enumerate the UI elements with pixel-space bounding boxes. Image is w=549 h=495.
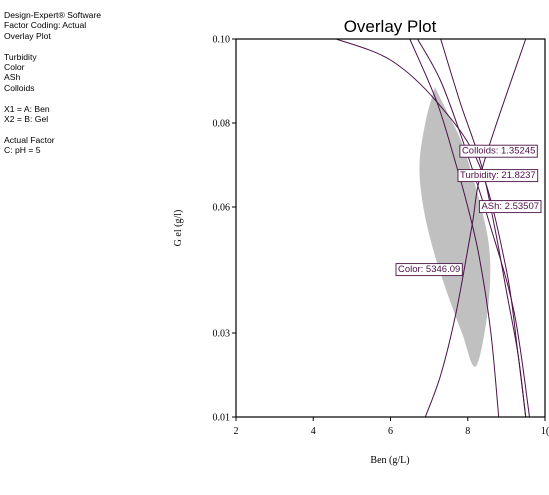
contour-label-colloids: Colloids: 1.35245 — [459, 144, 538, 158]
plot-frame — [235, 38, 546, 418]
y-tick-label: 0.01 — [213, 413, 231, 424]
software-name: Design-Expert® Software — [4, 10, 102, 20]
contour-label-turbidity: Turbidity: 21.8237 — [457, 169, 539, 183]
factor-x1: X1 = A: Ben — [4, 103, 50, 114]
contour-label-box — [457, 169, 539, 183]
chart-title: Overlay Plot — [344, 17, 437, 36]
contour-label-ash: ASh: 2.53507 — [478, 200, 542, 214]
contour-label-text: Colloids: 1.35245 — [462, 146, 535, 157]
y-tick-label: 0.08 — [213, 119, 231, 130]
factor-coding: Factor Coding: Actual — [4, 20, 87, 31]
contour-line-turbidity — [440, 39, 527, 417]
contour-line-color — [424, 39, 527, 417]
y-axis-title: G el (g/l) — [173, 210, 184, 247]
contour-line-ash — [409, 39, 500, 417]
x-tick-label: 2 — [234, 426, 239, 437]
contour-label-text: Color: 5346.09 — [398, 264, 460, 275]
x-axis-title: Ben (g/L) — [370, 455, 409, 466]
contour-label-text: Turbidity: 21.8237 — [460, 170, 536, 181]
contour-label-text: ASh: 2.53507 — [481, 201, 539, 212]
x-tick-label: 6 — [388, 426, 393, 437]
actual-factor-heading: Actual Factor — [4, 134, 55, 145]
y-tick-label: 0.03 — [213, 329, 231, 340]
actual-factor-value: C: pH = 5 — [4, 145, 41, 156]
contour-label-color: Color: 5346.09 — [395, 263, 463, 277]
feasible-region — [419, 87, 491, 367]
response-colloids: Colloids — [4, 82, 35, 93]
contour-label-box — [459, 144, 538, 158]
contour-label-box — [478, 200, 542, 214]
response-color: Color — [4, 62, 25, 73]
y-tick-label: 0.10 — [213, 35, 231, 46]
x-tick-label: 4 — [311, 426, 316, 437]
info-panel: Design-Expert® Software Factor Coding: A… — [4, 10, 101, 156]
x-tick-label: 1( — [541, 426, 549, 437]
response-ash: ASh — [4, 72, 21, 83]
response-turbidity: Turbidity — [4, 51, 37, 62]
y-tick-label: 0.06 — [213, 203, 231, 214]
plot-kind: Overlay Plot — [4, 30, 51, 41]
factor-x2: X2 = B: Gel — [4, 114, 49, 125]
contour-label-box — [395, 263, 463, 277]
x-tick-label: 8 — [465, 426, 470, 437]
